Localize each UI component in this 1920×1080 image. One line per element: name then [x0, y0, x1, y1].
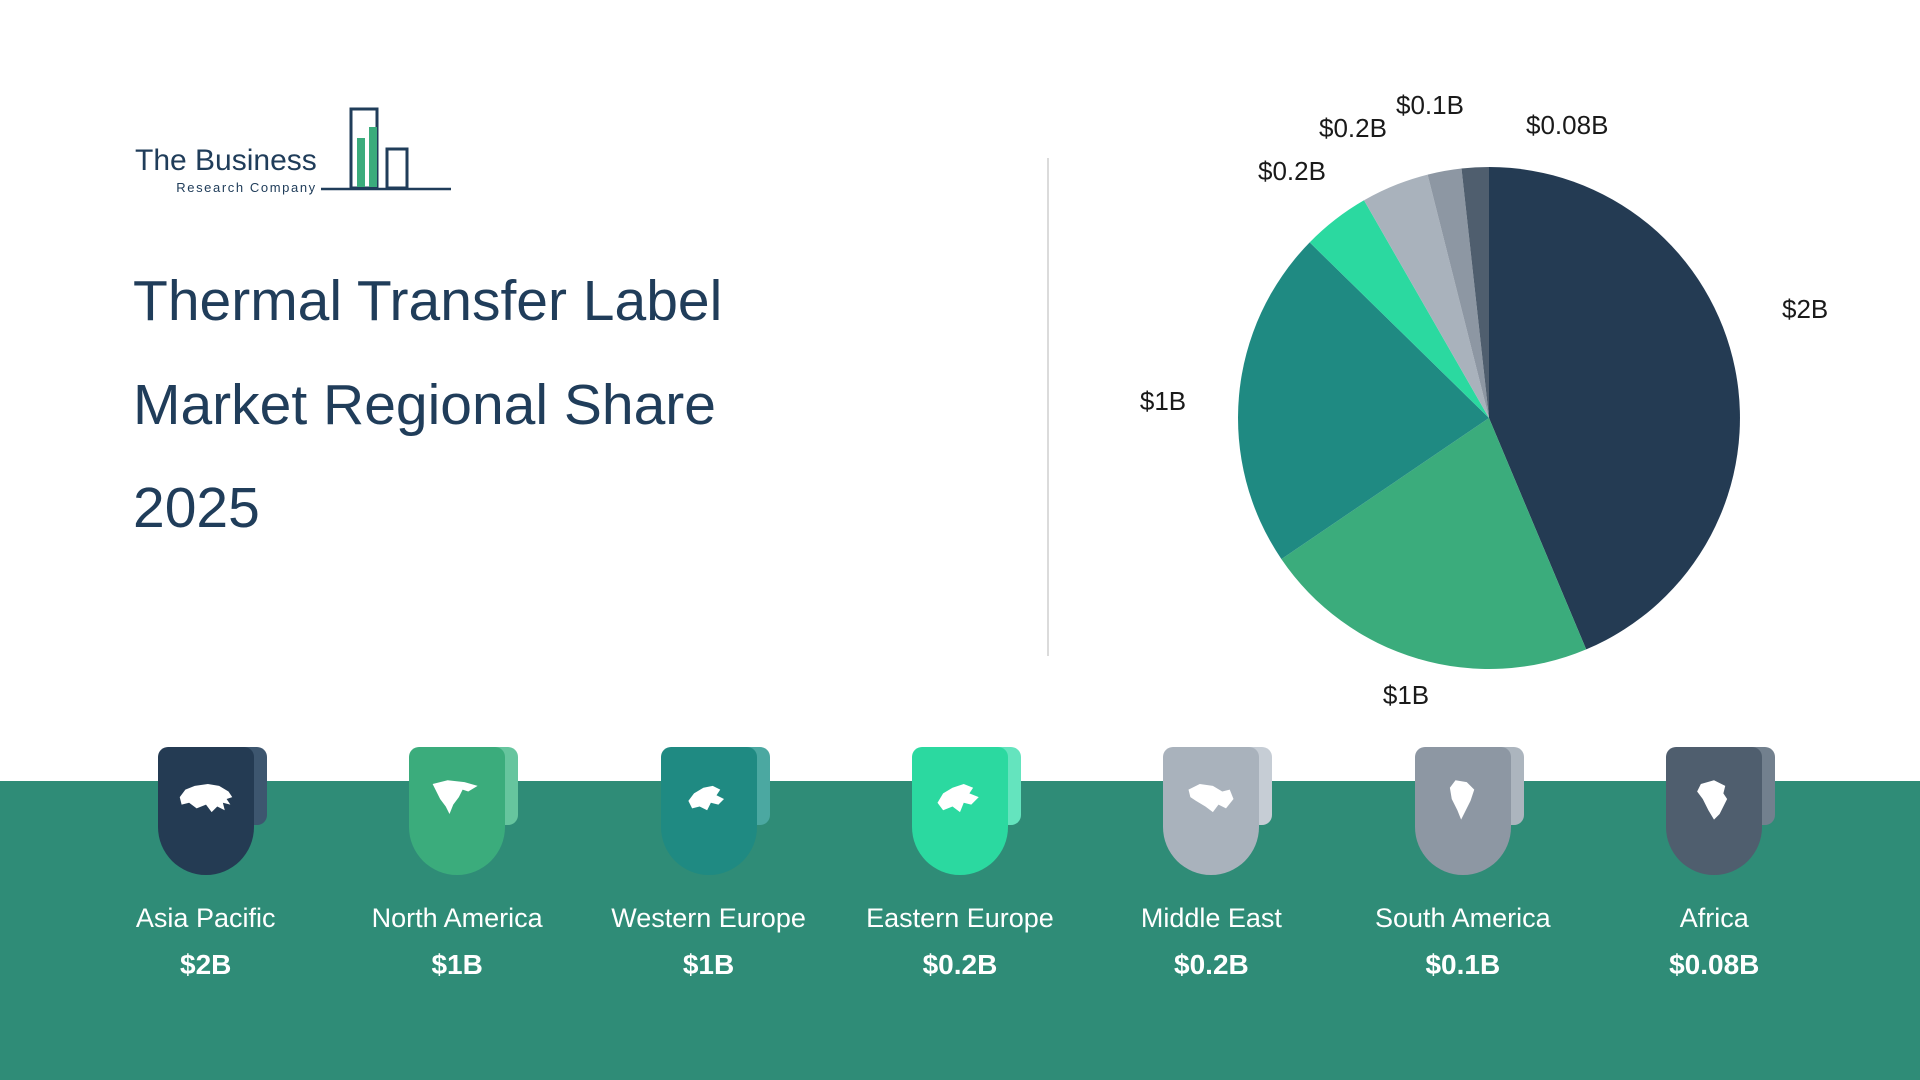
pie-slice-asia-pacific — [1489, 167, 1740, 650]
region-value: $0.2B — [922, 949, 998, 980]
region-value: $2B — [180, 949, 232, 980]
region-name: Asia Pacific — [135, 903, 276, 933]
badge-shield — [911, 747, 1008, 875]
pie-slice-south-america — [1427, 168, 1489, 418]
pie-value-label: $0.2B — [1319, 113, 1387, 143]
region-value: $0.1B — [1425, 949, 1501, 980]
pie-chart-svg: $2B $1B $1B $0.2B $0.2B $0.1B $0.08B — [1140, 90, 1828, 710]
bar-chart-logo-icon — [320, 106, 451, 199]
pie-slice-north-america — [1281, 418, 1587, 669]
pie-value-label: $2B — [1782, 294, 1828, 324]
region-name: South America — [1375, 903, 1551, 933]
pie-slice-africa — [1461, 166, 1489, 418]
asia-continent-icon — [176, 775, 236, 828]
pie-value-label: $0.1B — [1396, 90, 1464, 120]
region-card-western-europe: Western Europe $1B — [583, 747, 834, 981]
region-name: Africa — [1679, 903, 1749, 933]
africa-continent-icon — [1684, 775, 1744, 828]
region-value: $0.08B — [1669, 949, 1760, 980]
region-card-eastern-europe: Eastern Europe $0.2B — [834, 747, 1085, 981]
pie-slice-western-europe — [1238, 242, 1489, 560]
region-card-south-america: South America $0.1B — [1337, 747, 1588, 981]
middle-east-badge — [1163, 747, 1273, 875]
region-name: Middle East — [1140, 903, 1282, 933]
region-value: $1B — [431, 949, 483, 980]
south-america-badge — [1414, 747, 1524, 875]
region-card-north-america: North America $1B — [331, 747, 582, 981]
company-logo-text: The Business Research Company — [135, 144, 317, 199]
region-name: Eastern Europe — [866, 903, 1054, 933]
company-subtitle: Research Company — [176, 180, 317, 195]
pie-value-label: $1B — [1383, 680, 1429, 710]
region-value: $1B — [682, 949, 735, 980]
north-america-badge — [409, 747, 519, 875]
badge-shield — [409, 747, 506, 875]
badge-shield — [1163, 747, 1260, 875]
region-value: $0.2B — [1174, 949, 1249, 980]
badge-shield — [157, 747, 254, 875]
africa-badge — [1666, 747, 1776, 875]
pie-value-label: $0.2B — [1258, 156, 1326, 186]
region-name: Western Europe — [611, 903, 806, 933]
pie-slice-eastern-europe — [1309, 200, 1489, 418]
europe-continent-icon — [930, 775, 990, 828]
region-card-asia-pacific: Asia Pacific $2B — [80, 747, 331, 981]
region-card-africa: Africa $0.08B — [1589, 747, 1840, 981]
region-card-middle-east: Middle East $0.2B — [1086, 747, 1337, 981]
badge-shield — [1414, 747, 1511, 875]
company-name: The Business — [135, 144, 317, 177]
badge-shield — [1666, 747, 1763, 875]
page-title-line-2: Market Regional Share — [133, 372, 716, 437]
middle-east-region-icon — [1181, 775, 1241, 828]
region-name: North America — [371, 903, 543, 933]
badge-shield — [660, 747, 757, 875]
pie-value-label: $1B — [1140, 386, 1186, 416]
region-legend: Asia Pacific $2B North America $1B — [80, 747, 1840, 981]
vertical-divider — [1047, 158, 1049, 656]
page-title-line-1: Thermal Transfer Label — [133, 269, 723, 333]
europe-continent-icon — [679, 775, 739, 828]
regional-share-pie-chart: $2B $1B $1B $0.2B $0.2B $0.1B $0.08B — [1100, 36, 1900, 821]
western-europe-badge — [660, 747, 770, 875]
asia-pacific-badge — [157, 747, 267, 875]
south-america-continent-icon — [1433, 775, 1493, 828]
page-title-line-3: 2025 — [133, 476, 260, 541]
north-america-continent-icon — [427, 775, 487, 828]
page-title: Thermal Transfer Label Market Regional S… — [133, 250, 722, 561]
pie-value-label: $0.08B — [1526, 110, 1608, 140]
pie-slice-middle-east — [1364, 174, 1489, 418]
eastern-europe-badge — [911, 747, 1021, 875]
company-logo: The Business Research Company — [135, 106, 451, 199]
